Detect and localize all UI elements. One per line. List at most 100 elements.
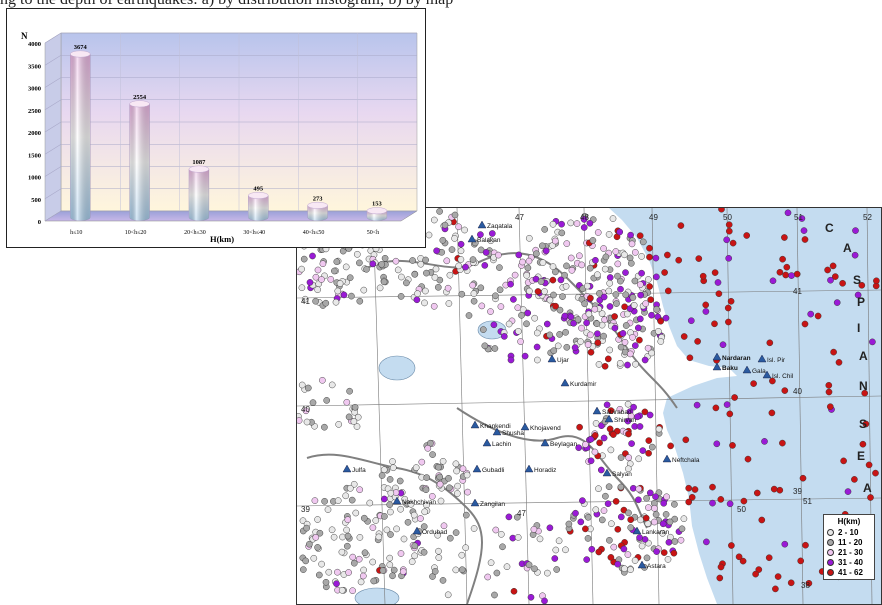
quake-point bbox=[421, 549, 427, 555]
y-tick-label: 3000 bbox=[28, 86, 41, 93]
quake-point bbox=[681, 333, 687, 339]
grid-label: 41 bbox=[793, 287, 802, 296]
quake-point bbox=[541, 598, 547, 604]
city-label: Julfa bbox=[352, 467, 366, 474]
quake-point bbox=[539, 243, 545, 249]
quake-point bbox=[628, 232, 634, 238]
city-label: Isl. Chil bbox=[772, 373, 794, 380]
quake-point bbox=[409, 559, 415, 565]
quake-point bbox=[832, 274, 838, 280]
quake-point bbox=[625, 431, 631, 437]
quake-point bbox=[741, 498, 747, 504]
quake-point bbox=[422, 509, 428, 515]
quake-point bbox=[587, 295, 593, 301]
grid-label: 40 bbox=[301, 405, 310, 414]
quake-point bbox=[335, 498, 341, 504]
quake-point bbox=[387, 509, 393, 515]
quake-point bbox=[745, 456, 751, 462]
quake-point bbox=[304, 525, 310, 531]
quake-point bbox=[515, 328, 521, 334]
quake-point bbox=[436, 555, 442, 561]
quake-point bbox=[872, 470, 878, 476]
quake-point bbox=[601, 508, 607, 514]
quake-point bbox=[694, 402, 700, 408]
quake-point bbox=[357, 298, 363, 304]
quake-point bbox=[459, 567, 465, 573]
quake-point bbox=[687, 355, 693, 361]
city: Salyan bbox=[603, 469, 632, 478]
quake-point bbox=[728, 542, 734, 548]
quake-point bbox=[492, 345, 498, 351]
city-label: Shusha bbox=[502, 430, 524, 437]
quake-point bbox=[624, 362, 630, 368]
city: Horadiz bbox=[525, 465, 556, 474]
quake-point bbox=[610, 432, 616, 438]
quake-point bbox=[480, 327, 486, 333]
city-label: Astara bbox=[647, 563, 666, 570]
quake-point bbox=[326, 569, 332, 575]
quake-point bbox=[525, 310, 531, 316]
bar-value-label: 153 bbox=[372, 201, 383, 208]
quake-point bbox=[346, 414, 352, 420]
bar-shade bbox=[130, 104, 150, 221]
quake-point bbox=[552, 238, 558, 244]
quake-point bbox=[645, 505, 651, 511]
city-label: Nardaran bbox=[722, 355, 751, 362]
quake-point bbox=[623, 322, 629, 328]
quake-point bbox=[649, 444, 655, 450]
city-label: Ujar bbox=[557, 357, 570, 364]
quake-point bbox=[345, 533, 351, 539]
quake-point bbox=[608, 447, 614, 453]
city: Gubadli bbox=[473, 465, 504, 474]
city: Shusha bbox=[493, 428, 524, 437]
city: Neftchala bbox=[663, 455, 700, 464]
quake-point bbox=[724, 237, 730, 243]
quake-point bbox=[584, 283, 590, 289]
city: Shirvan bbox=[605, 415, 636, 424]
quake-point bbox=[718, 564, 724, 570]
city: Kurdamir bbox=[561, 379, 597, 388]
quake-point bbox=[783, 272, 789, 278]
quake-point bbox=[632, 361, 638, 367]
quake-point bbox=[401, 536, 407, 542]
quake-point bbox=[686, 499, 692, 505]
city-marker-icon bbox=[561, 379, 569, 386]
quake-point bbox=[553, 547, 559, 553]
quake-point bbox=[526, 562, 532, 568]
quake-point bbox=[601, 435, 607, 441]
quake-point bbox=[405, 519, 411, 525]
y-tick-label: 2500 bbox=[28, 108, 41, 115]
quake-point bbox=[671, 550, 677, 556]
quake-point bbox=[313, 534, 319, 540]
quake-point bbox=[398, 506, 404, 512]
city-marker-icon bbox=[471, 499, 479, 506]
city-marker-icon bbox=[478, 221, 486, 228]
quake-point bbox=[639, 270, 645, 276]
legend-title: H(km) bbox=[827, 517, 871, 526]
quake-point bbox=[732, 394, 738, 400]
quake-point bbox=[644, 555, 650, 561]
quake-point bbox=[596, 549, 602, 555]
quake-point bbox=[489, 230, 495, 236]
city: Julfa bbox=[343, 465, 366, 474]
quake-point bbox=[606, 537, 612, 543]
quake-point bbox=[717, 575, 723, 581]
legend-swatch bbox=[827, 569, 834, 576]
bar-value-label: 1087 bbox=[192, 159, 206, 166]
quake-point bbox=[725, 319, 731, 325]
quake-point bbox=[344, 527, 350, 533]
city-label: Gala bbox=[752, 368, 766, 375]
bar-value-label: 273 bbox=[313, 195, 324, 202]
quake-point bbox=[464, 472, 470, 478]
y-tick-label: 1000 bbox=[28, 175, 41, 182]
quake-point bbox=[361, 515, 367, 521]
city-label: Lachin bbox=[492, 441, 512, 448]
quake-point bbox=[463, 545, 469, 551]
quake-point bbox=[538, 279, 544, 285]
quake-point bbox=[637, 517, 643, 523]
quake-point bbox=[329, 382, 335, 388]
city-marker-icon bbox=[548, 355, 556, 362]
quake-point bbox=[780, 256, 786, 262]
quake-point bbox=[709, 484, 715, 490]
quake-point bbox=[430, 452, 436, 458]
